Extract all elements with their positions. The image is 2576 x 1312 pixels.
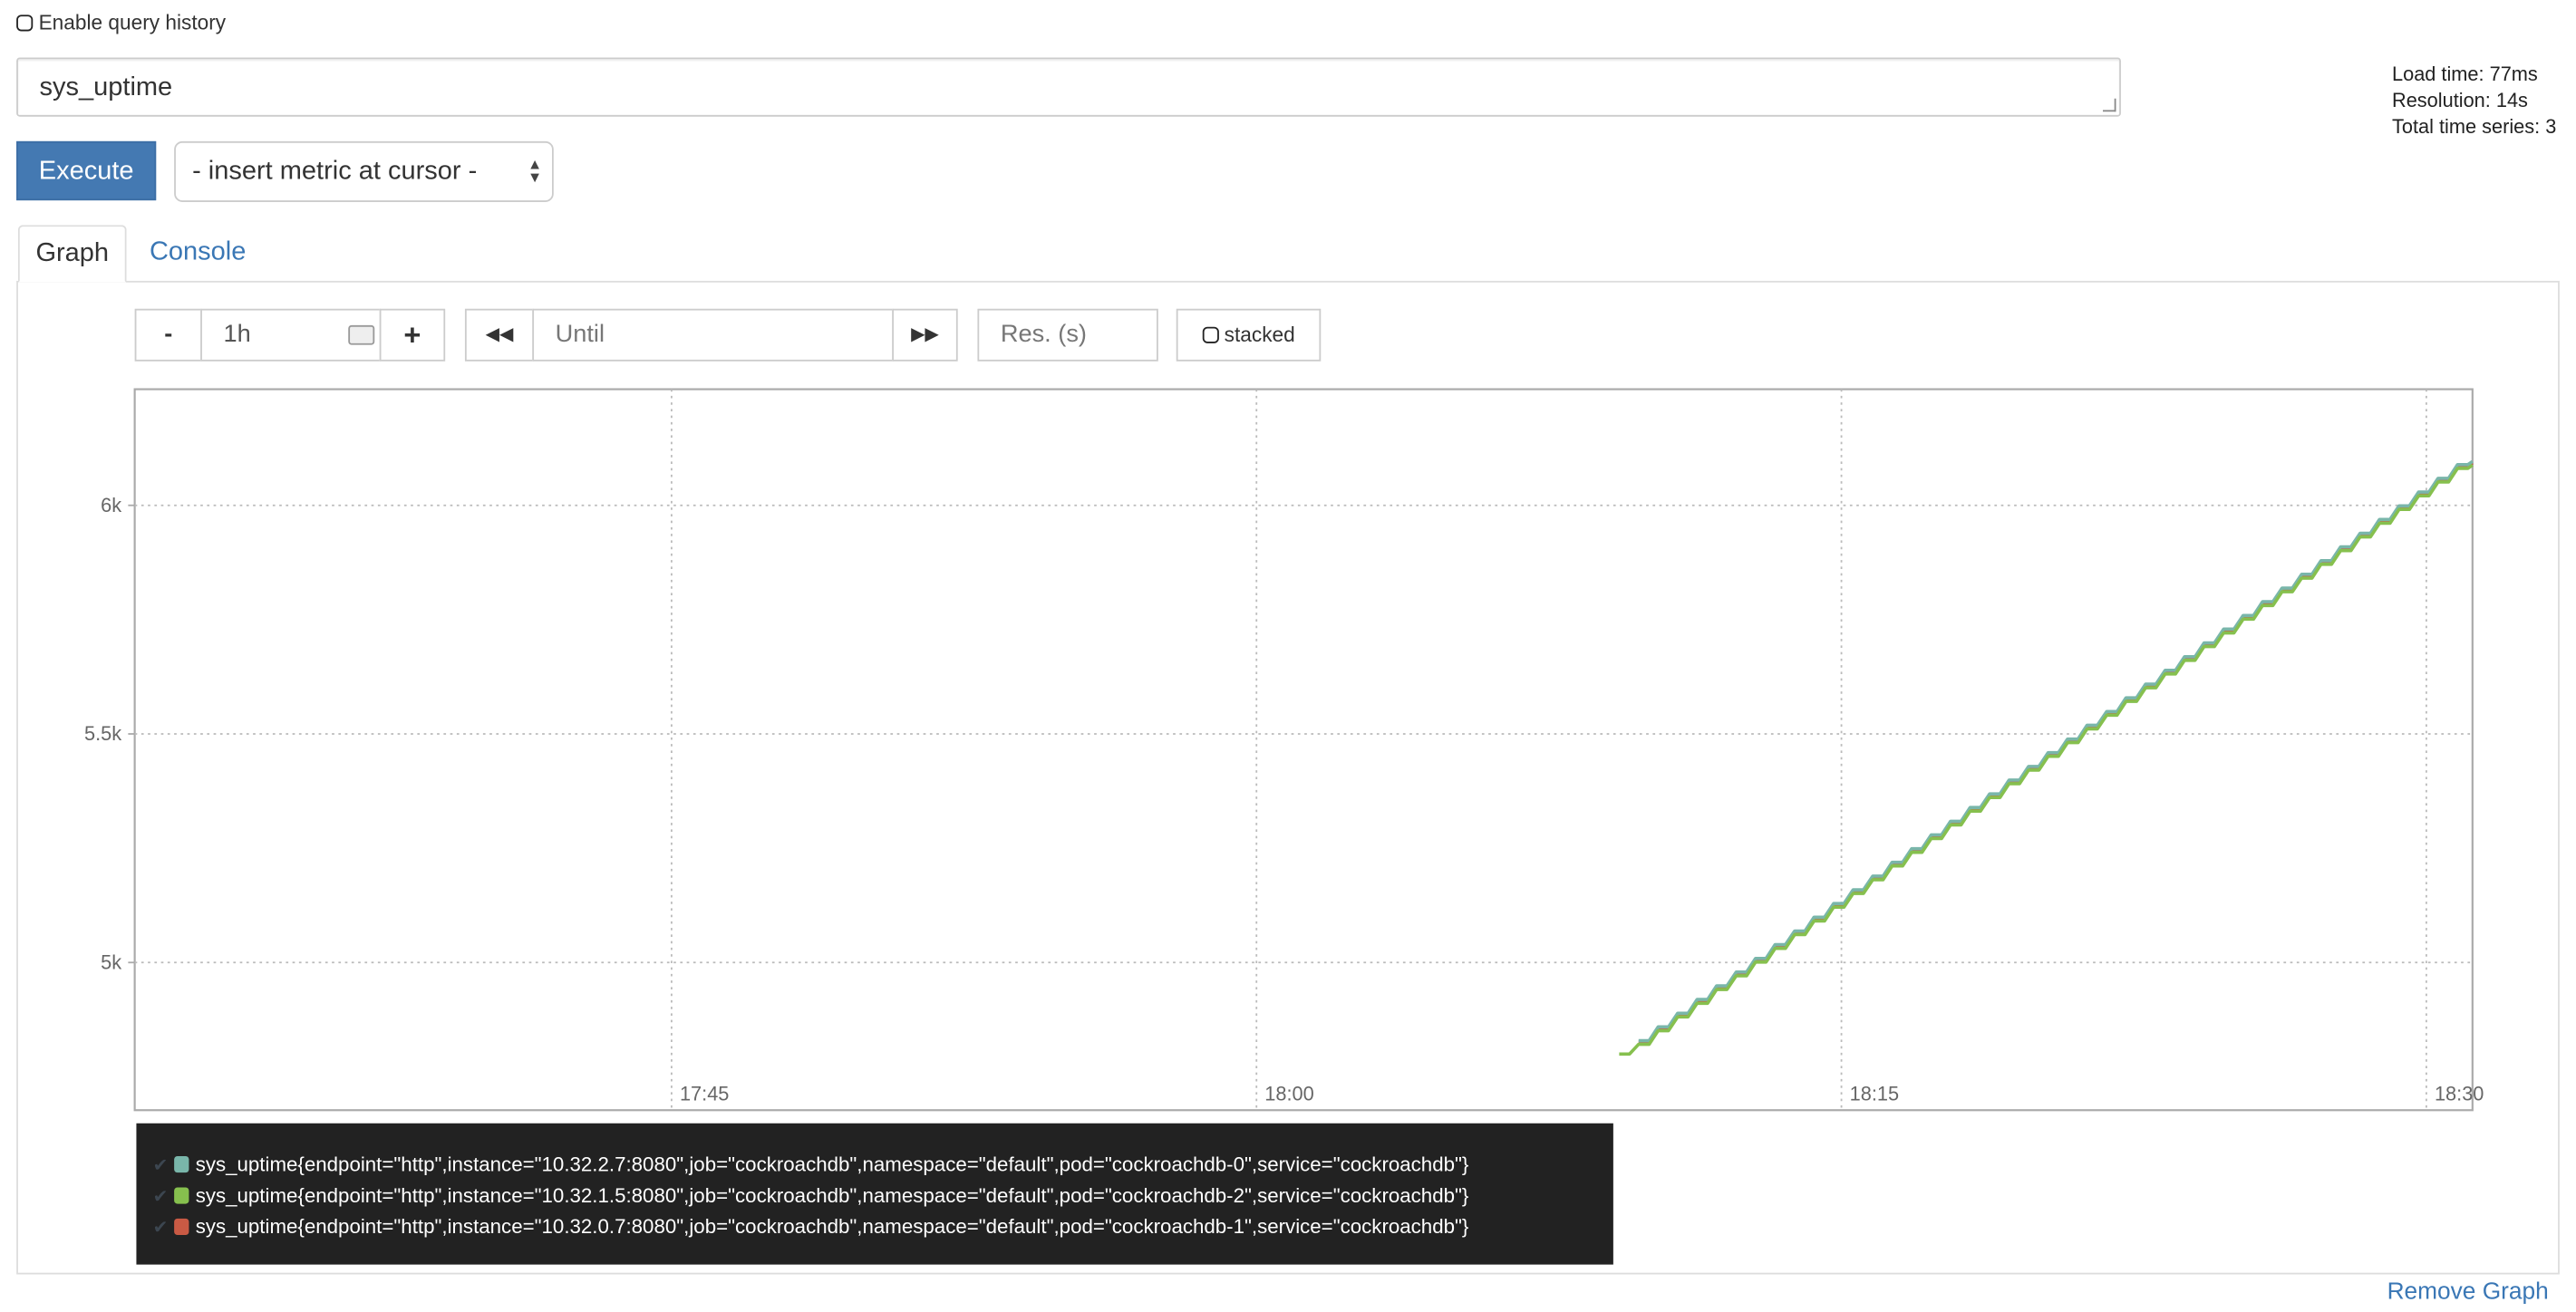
legend-item[interactable]: ✔ sys_uptime{endpoint="http",instance="10… xyxy=(136,1212,1612,1243)
query-text: sys_uptime xyxy=(39,73,173,102)
legend-label: sys_uptime{endpoint="http",instance="10.… xyxy=(195,1183,1469,1208)
enable-query-history-checkbox[interactable]: Enable query history xyxy=(16,12,226,34)
chart-svg: 5k 5.5k 6k 17:45 18:00 18:15 18:30 xyxy=(84,388,2484,1112)
time-back-button[interactable]: ◀◀ xyxy=(464,308,535,362)
x-tick-label: 17:45 xyxy=(680,1082,729,1105)
fast-forward-icon: ▶▶ xyxy=(911,324,939,345)
range-value: 1h xyxy=(223,320,251,349)
y-tick-label: 5k xyxy=(101,951,121,974)
graph-panel xyxy=(16,280,2560,1275)
range-increase-button[interactable]: + xyxy=(379,308,446,362)
legend-item[interactable]: ✔ sys_uptime{endpoint="http",instance="10… xyxy=(136,1150,1612,1181)
graph-legend: ✔ sys_uptime{endpoint="http",instance="10… xyxy=(136,1123,1613,1265)
legend-swatch xyxy=(174,1187,189,1204)
resize-handle-icon[interactable] xyxy=(2103,98,2116,112)
y-tick-label: 6k xyxy=(101,494,121,516)
legend-swatch xyxy=(174,1156,189,1173)
load-time: Load time: 77ms xyxy=(2392,62,2538,86)
resolution: Resolution: 14s xyxy=(2392,88,2528,112)
calendar-icon xyxy=(348,324,375,345)
stacked-label: stacked xyxy=(1224,323,1295,347)
plot-frame xyxy=(133,388,2474,1112)
check-icon: ✔ xyxy=(152,1218,169,1239)
insert-metric-value: - insert metric at cursor - xyxy=(192,158,478,186)
execute-button[interactable]: Execute xyxy=(16,140,157,201)
enable-query-history-label: Enable query history xyxy=(38,11,227,35)
graph-chart[interactable]: 5k 5.5k 6k 17:45 18:00 18:15 18:30 xyxy=(84,388,2484,1112)
query-stats: Load time: 77ms Resolution: 14s Total ti… xyxy=(2392,61,2556,140)
y-tick-label: 5.5k xyxy=(84,722,121,745)
time-forward-button[interactable]: ▶▶ xyxy=(892,308,958,362)
x-tick-label: 18:30 xyxy=(2435,1082,2484,1105)
legend-swatch xyxy=(174,1218,189,1235)
select-arrows-icon: ▲ ▼ xyxy=(527,156,543,186)
total-time-series: Total time series: 3 xyxy=(2392,114,2557,139)
rewind-icon: ◀◀ xyxy=(485,324,514,345)
resolution-input[interactable]: Res. (s) xyxy=(977,308,1158,362)
legend-item[interactable]: ✔ sys_uptime{endpoint="http",instance="10… xyxy=(136,1181,1612,1211)
stacked-toggle[interactable]: stacked xyxy=(1176,308,1322,362)
tab-graph[interactable]: Graph xyxy=(17,225,127,283)
until-input[interactable]: Until xyxy=(532,308,894,362)
checkbox-icon[interactable] xyxy=(1202,326,1219,343)
range-decrease-button[interactable]: - xyxy=(134,308,202,362)
check-icon: ✔ xyxy=(152,1156,169,1176)
x-tick-label: 18:00 xyxy=(1264,1082,1313,1105)
range-input[interactable]: 1h xyxy=(200,308,382,362)
x-tick-label: 18:15 xyxy=(1850,1082,1899,1105)
insert-metric-select[interactable]: - insert metric at cursor - ▲ ▼ xyxy=(174,140,554,202)
remove-graph-link[interactable]: Remove Graph xyxy=(2387,1278,2549,1306)
legend-label: sys_uptime{endpoint="http",instance="10.… xyxy=(195,1215,1469,1239)
series-line-1 xyxy=(1619,463,2474,1056)
legend-label: sys_uptime{endpoint="http",instance="10.… xyxy=(195,1153,1469,1176)
checkbox-icon[interactable] xyxy=(16,14,34,32)
series-line-0 xyxy=(1638,459,2474,1043)
check-icon: ✔ xyxy=(152,1187,169,1208)
tab-console[interactable]: Console xyxy=(149,237,247,266)
query-input[interactable]: sys_uptime xyxy=(16,57,2121,117)
